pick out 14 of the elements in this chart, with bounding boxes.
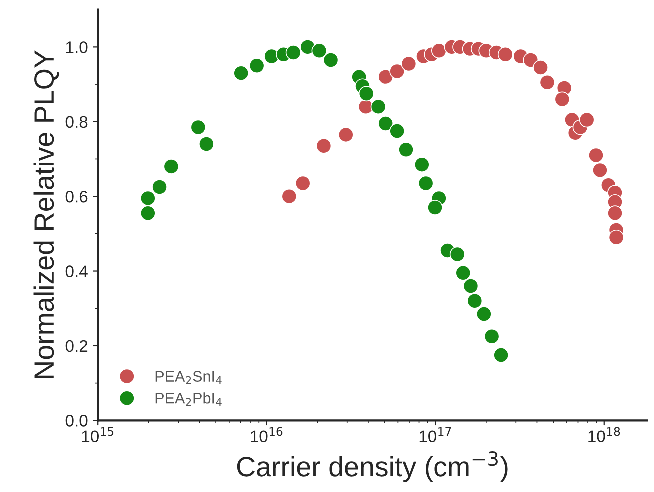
y-tick-label: 0.6	[66, 190, 88, 203]
y-tick-label: 0.2	[66, 340, 88, 352]
x-tick-label: 10$^{16}$	[251, 427, 283, 442]
x-tick-label: 10$^{17}$	[420, 427, 452, 443]
x-axis-title: Carrier density (cm$^{−3}$)	[237, 451, 508, 482]
y-tick-label: 0.4	[66, 266, 88, 278]
y-axis-title: Normalized Relative PLQY	[34, 50, 60, 378]
x-tick-label: 10$^{15}$	[82, 427, 114, 443]
legend-label: PEA$_{2}$SnI$_{4}$	[156, 371, 222, 384]
x-tick-label: 10$^{18}$	[588, 427, 620, 442]
y-tick-label: 0.8	[66, 116, 88, 128]
legend-label: PEA$_{2}$PbI$_{4}$	[156, 392, 222, 406]
y-tick-label: 0.0	[66, 415, 88, 427]
y-tick-label: 1.0	[66, 42, 88, 54]
